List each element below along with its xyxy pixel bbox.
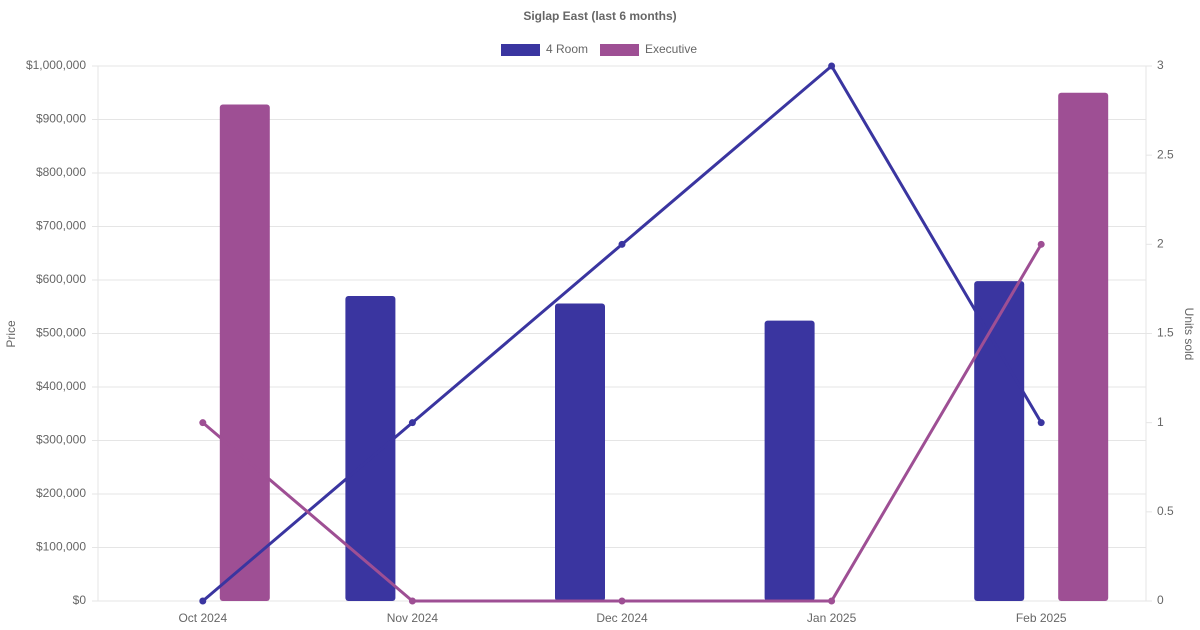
y-tick-label: $700,000	[36, 219, 86, 233]
bar	[219, 104, 270, 602]
x-tick-label: Jan 2025	[807, 611, 857, 625]
legend-label: Executive	[645, 42, 697, 56]
x-tick-label: Nov 2024	[387, 611, 439, 625]
x-tick-label: Feb 2025	[1016, 611, 1067, 625]
legend-swatch	[600, 44, 639, 56]
y2-tick-label: 0	[1157, 593, 1164, 607]
bar	[345, 296, 396, 601]
y-axis-title: Price	[4, 320, 18, 348]
line-point	[1037, 240, 1045, 248]
y2-tick-label: 0.5	[1157, 504, 1174, 518]
y2-tick-label: 2	[1157, 237, 1164, 251]
legend-label: 4 Room	[546, 42, 588, 56]
y2-tick-label: 1	[1157, 415, 1164, 429]
y-tick-label: $0	[73, 593, 87, 607]
line-point	[618, 597, 626, 605]
y-tick-label: $200,000	[36, 486, 86, 500]
bar	[1058, 92, 1109, 601]
bar	[555, 303, 605, 601]
y2-tick-label: 1.5	[1157, 326, 1174, 340]
y2-tick-label: 2.5	[1157, 147, 1174, 161]
line-point	[618, 240, 626, 248]
x-tick-label: Dec 2024	[596, 611, 648, 625]
line-point	[199, 597, 207, 605]
bar	[974, 281, 1025, 601]
y2-axis-title: Units sold	[1182, 308, 1196, 361]
line-point	[199, 419, 207, 427]
x-tick-label: Oct 2024	[178, 611, 227, 625]
line-point	[1037, 419, 1045, 427]
line-point	[408, 597, 416, 605]
y-tick-label: $300,000	[36, 433, 86, 447]
y-tick-label: $600,000	[36, 272, 86, 286]
y-tick-label: $500,000	[36, 326, 86, 340]
y-tick-label: $1,000,000	[26, 58, 86, 72]
y-tick-label: $100,000	[36, 540, 86, 554]
y2-tick-label: 3	[1157, 58, 1164, 72]
line-point	[408, 419, 416, 427]
legend-swatch	[501, 44, 540, 56]
y-tick-label: $400,000	[36, 379, 86, 393]
bar	[764, 320, 815, 601]
line-point	[828, 597, 836, 605]
y-tick-label: $900,000	[36, 112, 86, 126]
line-point	[828, 62, 836, 70]
chart-title: Siglap East (last 6 months)	[523, 9, 676, 23]
y-tick-label: $800,000	[36, 165, 86, 179]
